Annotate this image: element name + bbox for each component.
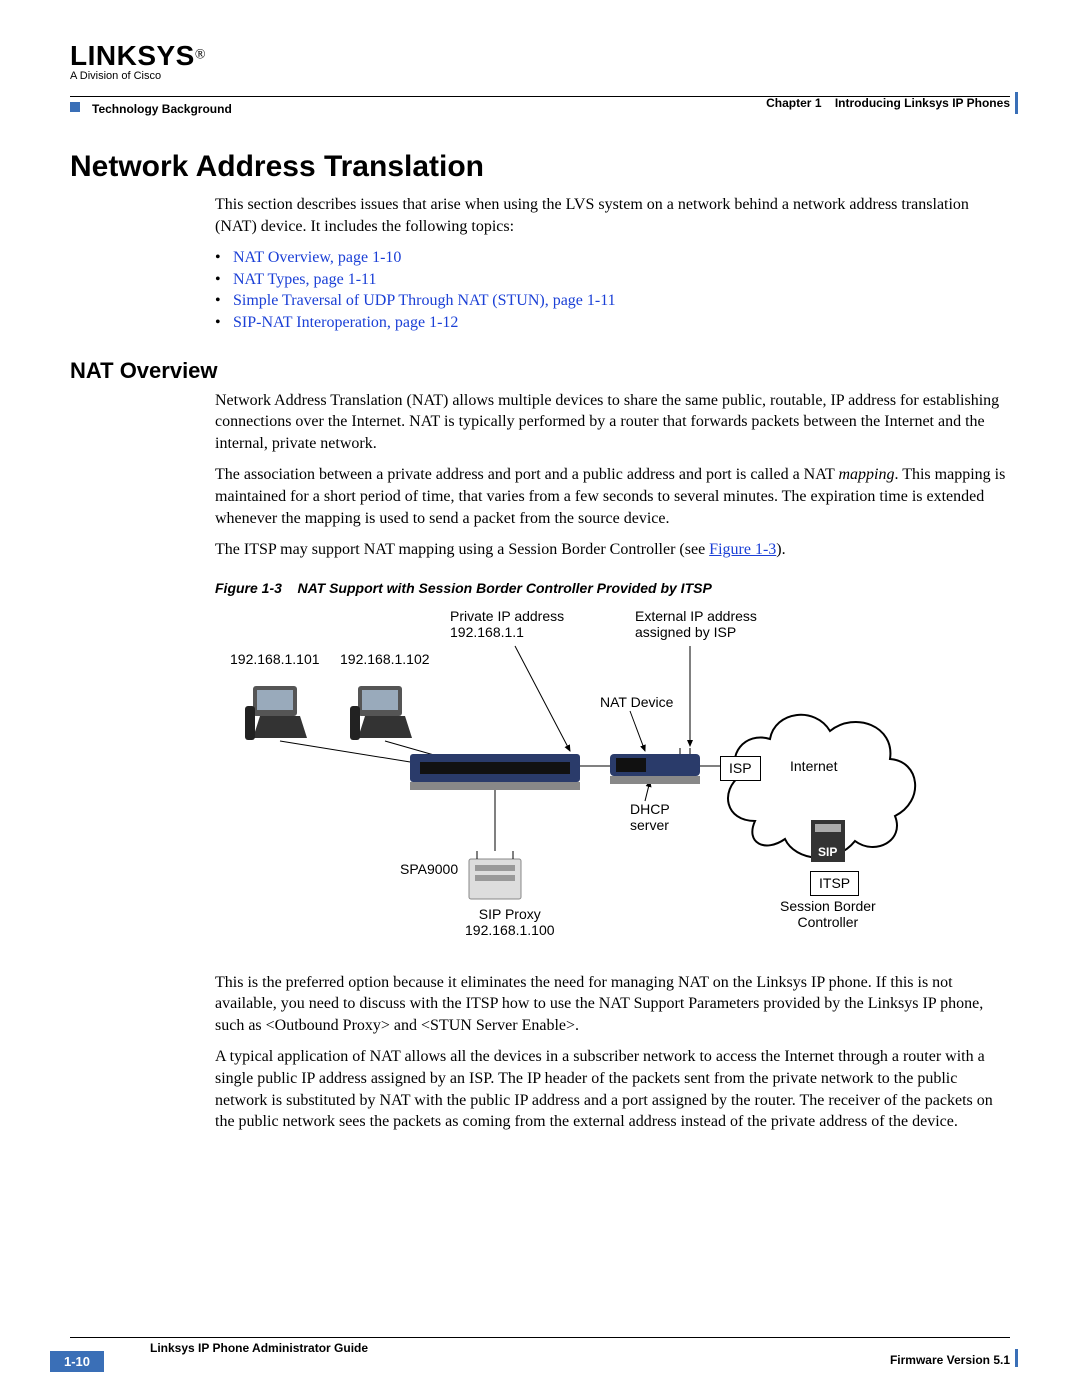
header-accent-bar [1015, 92, 1018, 114]
logo-subtitle: A Division of Cisco [70, 70, 206, 82]
figure-diagram: ISP ITSP SIP 192.168.1.101 192.168.1.102… [215, 606, 915, 956]
link-nat-overview[interactable]: NAT Overview, page 1-10 [233, 249, 401, 266]
label-nat-device: NAT Device [600, 694, 673, 711]
footer-version: Firmware Version 5.1 [890, 1353, 1010, 1367]
ip-phone-icon [350, 676, 420, 746]
header-accent-square [70, 102, 80, 112]
router-icon [610, 748, 700, 788]
ip-phone-icon [245, 676, 315, 746]
footer-guide-title: Linksys IP Phone Administrator Guide [150, 1341, 1010, 1355]
label-private-ip: Private IP address192.168.1.1 [450, 608, 564, 642]
paragraph-5: A typical application of NAT allows all … [215, 1046, 1010, 1132]
session-border-controller-icon: SIP [805, 816, 851, 866]
footer-accent-bar [1015, 1349, 1018, 1367]
footer-rule [70, 1337, 1010, 1338]
label-dhcp: DHCPserver [630, 801, 670, 835]
link-sip-nat[interactable]: SIP-NAT Interoperation, page 1-12 [233, 314, 458, 331]
page-title: Network Address Translation [70, 150, 1010, 184]
topic-links: NAT Overview, page 1-10 NAT Types, page … [215, 247, 1010, 333]
svg-text:SIP: SIP [818, 845, 837, 859]
label-sbc: Session BorderController [780, 898, 876, 932]
label-sip-proxy: SIP Proxy192.168.1.100 [465, 906, 555, 940]
chapter-title: Introducing Linksys IP Phones [835, 96, 1010, 110]
logo-registered: ® [195, 48, 206, 63]
label-spa9000: SPA9000 [400, 861, 458, 878]
intro-block: This section describes issues that arise… [215, 194, 1010, 334]
term-mapping: mapping [839, 466, 895, 483]
breadcrumb: Technology Background [92, 102, 232, 116]
label-internet: Internet [790, 758, 837, 775]
logo-text: LINKSYS [70, 40, 195, 71]
label-phone2-ip: 192.168.1.102 [340, 651, 430, 668]
label-external-ip: External IP addressassigned by ISP [635, 608, 757, 642]
page: LINKSYS® A Division of Cisco Technology … [0, 0, 1080, 1397]
link-nat-types[interactable]: NAT Types, page 1-11 [233, 271, 376, 288]
isp-box: ISP [720, 756, 761, 781]
label-phone1-ip: 192.168.1.101 [230, 651, 320, 668]
page-footer: Linksys IP Phone Administrator Guide 1-1… [70, 1337, 1010, 1355]
page-header: LINKSYS® A Division of Cisco Technology … [70, 40, 1010, 110]
figure-caption: Figure 1-3 NAT Support with Session Bord… [215, 579, 1010, 598]
page-number: 1-10 [50, 1351, 104, 1372]
link-stun[interactable]: Simple Traversal of UDP Through NAT (STU… [233, 292, 616, 309]
chapter-info: Chapter 1 Introducing Linksys IP Phones [766, 96, 1010, 110]
paragraph-2: The association between a private addres… [215, 464, 1010, 529]
figure-caption-text: NAT Support with Session Border Controll… [297, 580, 711, 596]
paragraph-3: The ITSP may support NAT mapping using a… [215, 539, 1010, 561]
chapter-label: Chapter 1 [766, 96, 821, 110]
figure-label: Figure 1-3 [215, 580, 282, 596]
switch-icon [410, 746, 580, 796]
figure-reference-link[interactable]: Figure 1-3 [709, 541, 776, 558]
intro-paragraph: This section describes issues that arise… [215, 194, 1010, 237]
itsp-box: ITSP [810, 871, 859, 896]
paragraph-1: Network Address Translation (NAT) allows… [215, 390, 1010, 455]
section-body: Network Address Translation (NAT) allows… [215, 390, 1010, 1133]
paragraph-4: This is the preferred option because it … [215, 972, 1010, 1037]
spa9000-icon [465, 851, 525, 906]
section-heading: NAT Overview [70, 358, 1010, 384]
logo: LINKSYS® A Division of Cisco [70, 40, 206, 82]
